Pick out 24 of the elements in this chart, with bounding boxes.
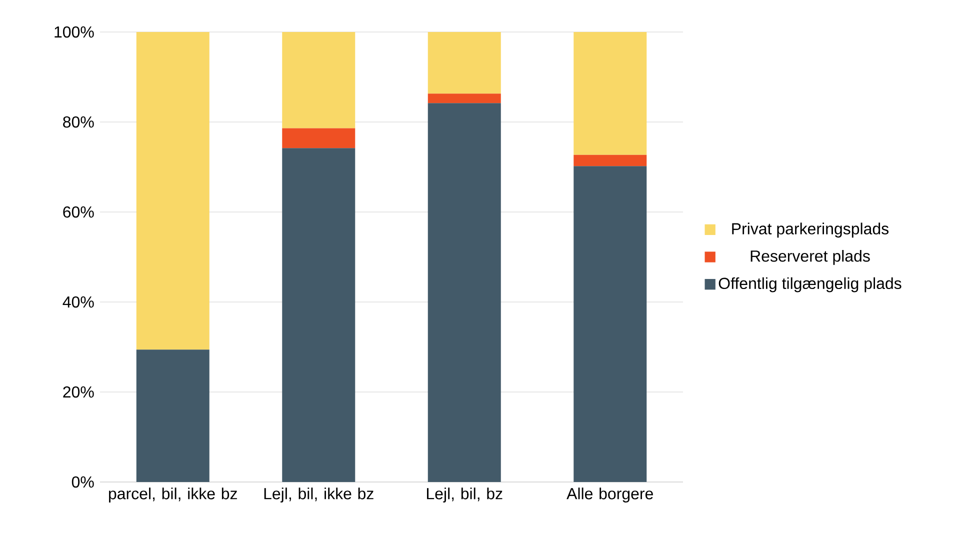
- y-tick-label: 80%: [63, 116, 94, 128]
- bar: [428, 94, 501, 104]
- bar: [574, 166, 647, 482]
- bar: [136, 350, 210, 482]
- x-tick-label: Alle borgere: [566, 488, 653, 503]
- x-tick-label: Lejl, bil, bz: [427, 488, 502, 503]
- bar: [136, 32, 210, 350]
- bar: [574, 154, 647, 166]
- bar: [428, 32, 501, 94]
- y-tick-label: 40%: [62, 296, 94, 308]
- y-tick-label: 100%: [54, 26, 94, 38]
- bar: [574, 32, 647, 155]
- y-tick-label: 60%: [63, 206, 94, 218]
- legend-label: Offentlig tilgængelig plads: [718, 277, 902, 292]
- y-tick-label: 0%: [72, 476, 94, 488]
- bar: [428, 103, 501, 482]
- bar: [282, 128, 356, 148]
- legend-label: Privat parkeringsplads: [732, 222, 889, 238]
- bar: [282, 148, 356, 482]
- x-tick-label: Lejl, bil, ikke bz: [264, 488, 374, 503]
- x-tick-label: parcel, bil, ikke bz: [108, 488, 237, 503]
- bar: [282, 32, 356, 128]
- legend-label: Reserveret plads: [750, 250, 870, 265]
- y-tick-label: 20%: [63, 386, 94, 398]
